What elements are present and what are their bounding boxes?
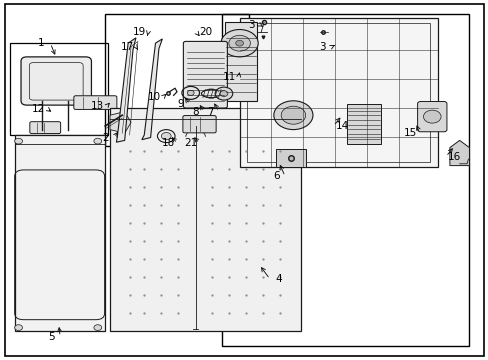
Text: 1: 1	[38, 38, 45, 48]
Text: 18: 18	[162, 138, 175, 148]
Bar	[346, 104, 381, 144]
FancyBboxPatch shape	[74, 96, 117, 109]
Text: 7: 7	[206, 107, 213, 117]
Text: 17: 17	[120, 42, 134, 52]
Bar	[222, 14, 468, 346]
Text: 19: 19	[132, 27, 146, 37]
Polygon shape	[142, 39, 162, 140]
FancyBboxPatch shape	[30, 122, 61, 134]
Circle shape	[94, 138, 102, 144]
Text: 12: 12	[31, 104, 45, 114]
Bar	[224, 22, 256, 101]
Text: 16: 16	[447, 152, 461, 162]
Circle shape	[221, 30, 258, 57]
Text: 3: 3	[319, 42, 325, 52]
Text: 13: 13	[91, 101, 104, 111]
FancyBboxPatch shape	[21, 57, 91, 105]
Circle shape	[220, 91, 227, 96]
Text: 9: 9	[177, 99, 184, 109]
Text: 3: 3	[248, 20, 255, 30]
Circle shape	[187, 90, 194, 95]
Circle shape	[215, 87, 232, 100]
Circle shape	[15, 325, 22, 330]
Bar	[239, 18, 437, 167]
Circle shape	[94, 325, 102, 330]
Circle shape	[423, 110, 440, 123]
Polygon shape	[279, 112, 300, 133]
Polygon shape	[110, 112, 131, 133]
Circle shape	[273, 101, 312, 130]
Polygon shape	[110, 108, 300, 331]
Circle shape	[281, 106, 305, 124]
Polygon shape	[15, 135, 105, 331]
Ellipse shape	[201, 90, 221, 98]
Text: 15: 15	[403, 128, 417, 138]
Bar	[10, 43, 107, 135]
Bar	[105, 14, 249, 146]
Text: 11: 11	[223, 72, 236, 82]
Text: 6: 6	[272, 171, 279, 181]
Circle shape	[161, 132, 171, 140]
Text: 4: 4	[275, 274, 282, 284]
Text: 20: 20	[199, 27, 211, 37]
Circle shape	[15, 138, 22, 144]
Circle shape	[235, 40, 243, 46]
Text: 10: 10	[147, 92, 160, 102]
Text: 8: 8	[192, 107, 199, 117]
Text: 2: 2	[102, 132, 108, 143]
FancyBboxPatch shape	[183, 116, 216, 133]
Text: 14: 14	[335, 121, 348, 131]
Polygon shape	[449, 140, 468, 166]
Bar	[246, 23, 429, 162]
Circle shape	[228, 35, 250, 51]
Polygon shape	[116, 38, 136, 142]
Text: 21: 21	[183, 138, 197, 148]
Bar	[276, 149, 305, 167]
FancyBboxPatch shape	[417, 102, 446, 132]
FancyBboxPatch shape	[183, 41, 227, 108]
Text: 5: 5	[48, 332, 55, 342]
